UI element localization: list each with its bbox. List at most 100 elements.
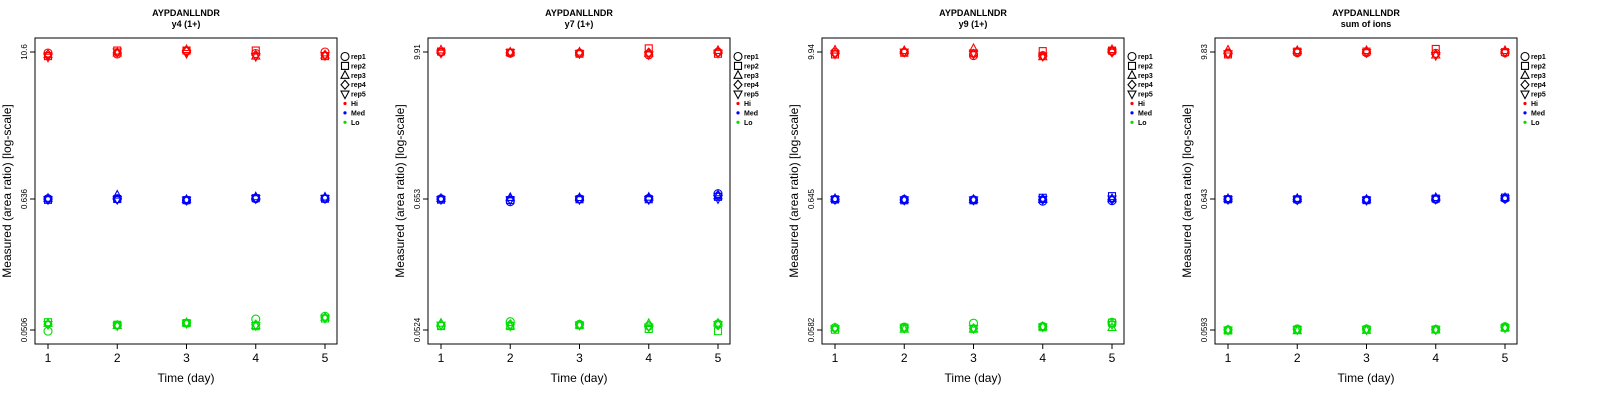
point-rep3-lo-day4: [1430, 324, 1441, 334]
legend-marker-hi: [1523, 101, 1527, 106]
point-rep3-hi-day1: [436, 44, 446, 54]
legend-label-rep5: rep5: [744, 92, 759, 99]
point-rep5-lo-day4: [1037, 323, 1048, 333]
plot-frame: [427, 37, 731, 345]
point-rep5-lo-day1: [436, 321, 446, 331]
point-rep5-lo-day2: [112, 322, 123, 332]
point-rep3-hi-day1: [830, 44, 840, 54]
x-tick-label: 5: [1502, 351, 1509, 365]
legend-label-rep4: rep4: [1138, 82, 1153, 89]
point-rep3-lo-day5: [320, 311, 330, 321]
chart-subtitle: y7 (1+): [565, 19, 594, 29]
legend-label-hi: Hi: [351, 101, 358, 108]
y-tick-label: 9.94: [807, 44, 816, 60]
point-rep5-hi-day2: [1292, 48, 1303, 58]
legend-marker-rep1: [733, 51, 743, 62]
point-rep3-lo-day3: [968, 323, 979, 333]
y-axis-title: Measured (area ratio) [log-scale]: [1180, 104, 1194, 277]
legend-label-lo: Lo: [744, 120, 753, 127]
point-rep5-med-day2: [505, 196, 516, 206]
x-tick-label: 5: [1109, 351, 1116, 365]
point-rep5-hi-day4: [1430, 52, 1441, 62]
legend-label-med: Med: [1138, 110, 1152, 117]
point-rep5-hi-day2: [505, 49, 516, 59]
point-rep5-hi-day5: [713, 49, 723, 59]
point-rep5-lo-day3: [968, 324, 979, 335]
point-rep3-med-day4: [1037, 193, 1048, 203]
point-rep5-med-day3: [968, 196, 979, 206]
x-tick-label: 3: [183, 351, 190, 365]
point-rep5-med-day2: [899, 196, 910, 206]
legend-label-rep2: rep2: [1531, 63, 1546, 70]
legend-marker-rep5: [1127, 90, 1137, 100]
point-rep5-lo-day5: [320, 314, 330, 324]
point-rep3-med-day2: [112, 189, 123, 199]
x-tick-label: 4: [645, 351, 652, 365]
legend-label-med: Med: [744, 110, 758, 117]
x-tick-label: 3: [576, 351, 583, 365]
x-tick-label: 2: [507, 351, 514, 365]
legend-label-hi: Hi: [1138, 101, 1145, 108]
point-rep5-lo-day4: [1430, 326, 1441, 336]
y-tick-label: 0.653: [413, 188, 422, 209]
chart-subtitle: y9 (1+): [959, 19, 988, 29]
y-tick-label: 0.0506: [20, 317, 29, 342]
point-rep5-hi-day4: [250, 53, 261, 63]
legend-marker-rep5: [1520, 90, 1530, 100]
point-rep5-lo-day5: [1500, 324, 1510, 334]
point-rep3-med-day5: [713, 190, 723, 200]
point-rep3-lo-day2: [112, 319, 123, 330]
legend-label-rep4: rep4: [351, 82, 366, 89]
legend-marker-rep5: [733, 90, 743, 100]
point-rep5-hi-day5: [1107, 48, 1117, 58]
point-rep5-hi-day4: [643, 51, 654, 61]
legend-label-hi: Hi: [1531, 101, 1538, 108]
x-tick-label: 3: [1363, 351, 1370, 365]
x-tick-label: 1: [832, 351, 839, 365]
point-rep5-lo-day5: [1107, 320, 1117, 331]
point-rep5-med-day2: [112, 195, 123, 206]
legend-marker-med: [343, 111, 347, 115]
y-tick-label: 0.645: [807, 188, 816, 209]
legend-marker-rep2: [733, 61, 743, 70]
legend-label-rep1: rep1: [1531, 54, 1546, 61]
point-rep5-med-day3: [1361, 196, 1372, 206]
point-rep1-lo-day2: [505, 317, 515, 327]
plot-frame: [34, 37, 338, 345]
legend-label-rep3: rep3: [351, 73, 366, 80]
point-rep5-lo-day3: [1361, 326, 1372, 336]
point-rep3-lo-day5: [1500, 321, 1510, 332]
legend-label-rep5: rep5: [351, 92, 366, 99]
y-axis-title: Measured (area ratio) [log-scale]: [0, 104, 14, 277]
x-tick-label: 1: [438, 351, 445, 365]
point-rep5-med-day1: [830, 196, 840, 206]
legend-label-rep3: rep3: [1531, 73, 1546, 80]
point-rep5-hi-day5: [320, 52, 330, 62]
point-rep4-hi-day4: [644, 47, 654, 58]
legend-label-rep1: rep1: [1138, 54, 1153, 61]
legend-marker-rep1: [340, 51, 350, 62]
legend-marker-med: [1523, 111, 1527, 115]
legend-marker-med: [736, 111, 740, 115]
legend-label-med: Med: [351, 110, 365, 117]
legend: rep1 rep2 rep3 rep4 rep5 Hi Med Lo: [1520, 51, 1546, 127]
y-tick-label: 0.0524: [413, 317, 422, 342]
x-tick-label: 5: [322, 351, 329, 365]
point-rep5-hi-day3: [968, 49, 979, 59]
x-tick-label: 4: [1039, 351, 1046, 365]
x-axis-title: Time (day): [1338, 371, 1395, 385]
legend-marker-rep4: [1127, 79, 1137, 91]
point-rep3-lo-day1: [830, 322, 840, 332]
y-tick-label: 0.643: [1200, 188, 1209, 209]
legend: rep1 rep2 rep3 rep4 rep5 Hi Med Lo: [1127, 51, 1153, 127]
point-rep2-hi-day4: [1038, 47, 1047, 56]
legend-label-rep2: rep2: [351, 63, 366, 70]
legend-marker-rep4: [1520, 79, 1530, 91]
point-rep5-med-day5: [1500, 195, 1510, 205]
point-rep3-med-day3: [181, 193, 192, 204]
point-rep3-hi-day2: [505, 46, 516, 56]
point-rep5-lo-day2: [505, 322, 516, 332]
legend-marker-rep5: [340, 90, 350, 100]
point-rep5-med-day4: [250, 195, 261, 205]
